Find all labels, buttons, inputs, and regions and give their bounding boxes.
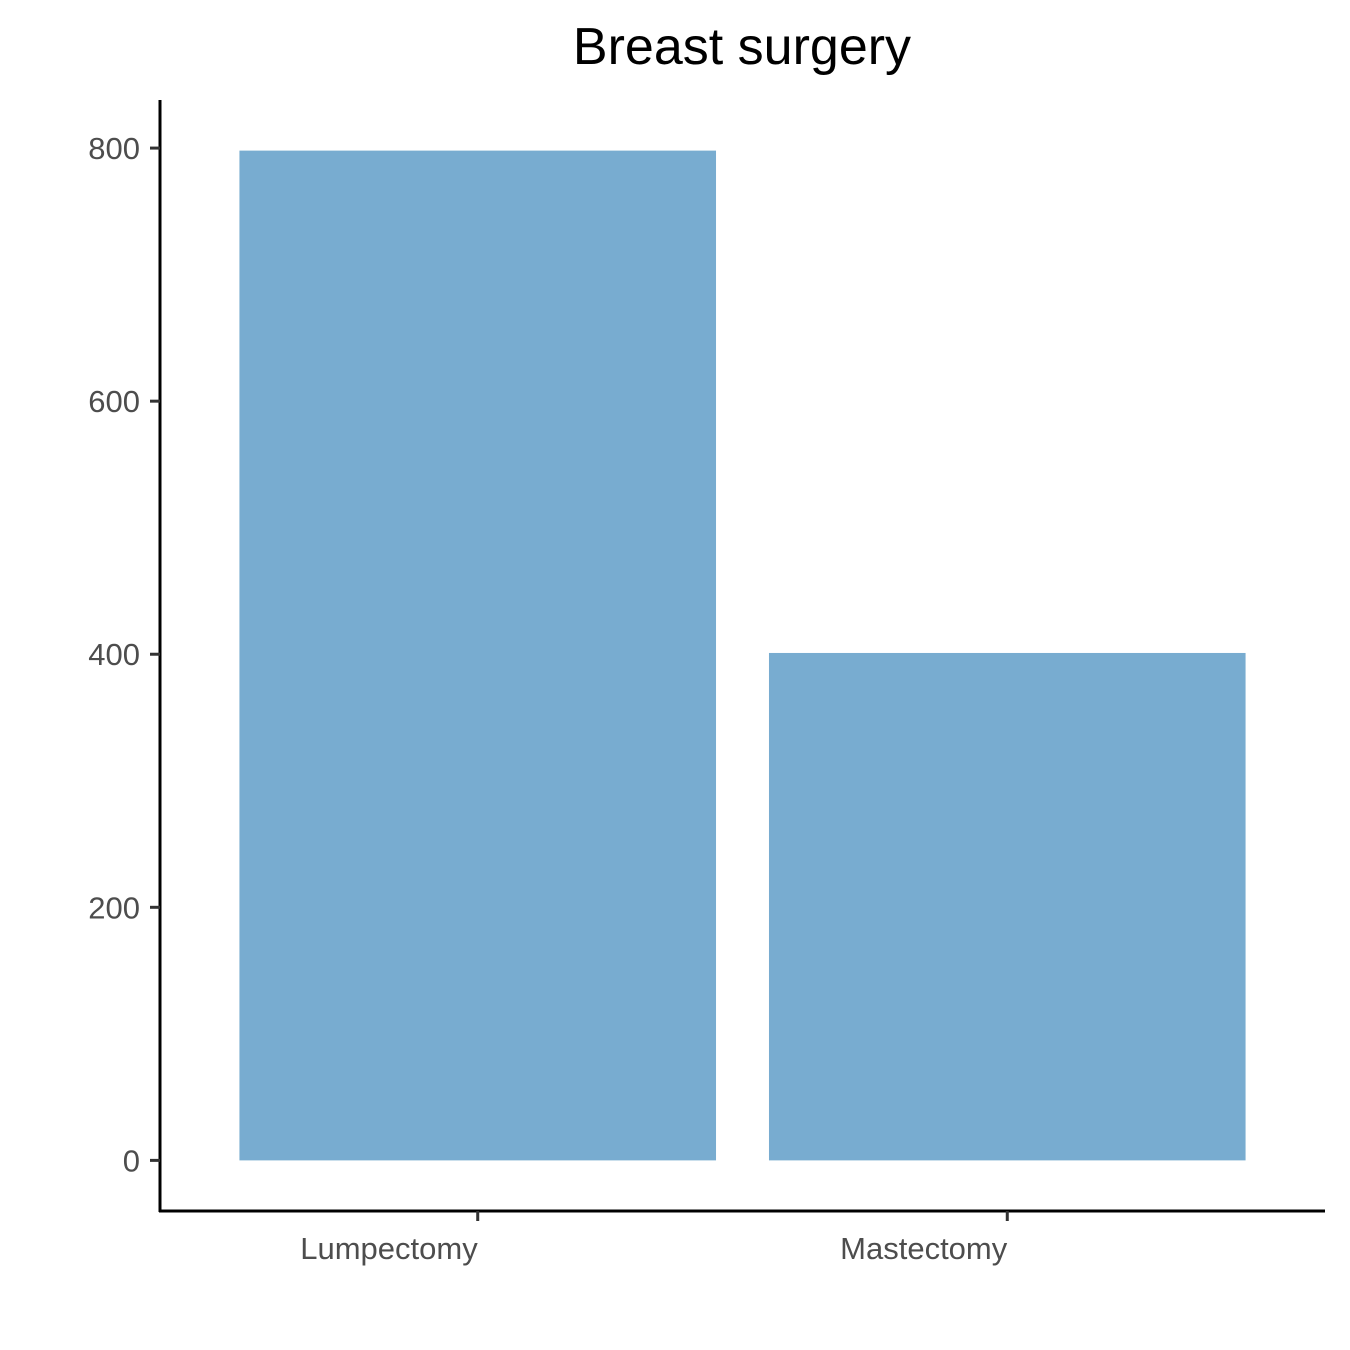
bar-lumpectomy <box>239 150 717 1161</box>
y-tick-label: 800 <box>88 131 140 166</box>
chart-title: Breast surgery <box>573 18 911 76</box>
bar-mastectomy <box>768 652 1246 1161</box>
y-tick-label: 0 <box>123 1143 140 1178</box>
y-tick-label: 400 <box>88 637 140 672</box>
x-axis: Lumpectomy Mastectomy <box>159 1209 1325 1266</box>
x-tick-label: Lumpectomy <box>300 1231 478 1266</box>
y-tick-label: 600 <box>88 384 140 419</box>
y-axis: 0 200 400 600 800 <box>88 100 162 1212</box>
x-tick-label: Mastectomy <box>840 1231 1008 1266</box>
y-tick-label: 200 <box>88 890 140 925</box>
bars-group <box>239 150 1246 1161</box>
